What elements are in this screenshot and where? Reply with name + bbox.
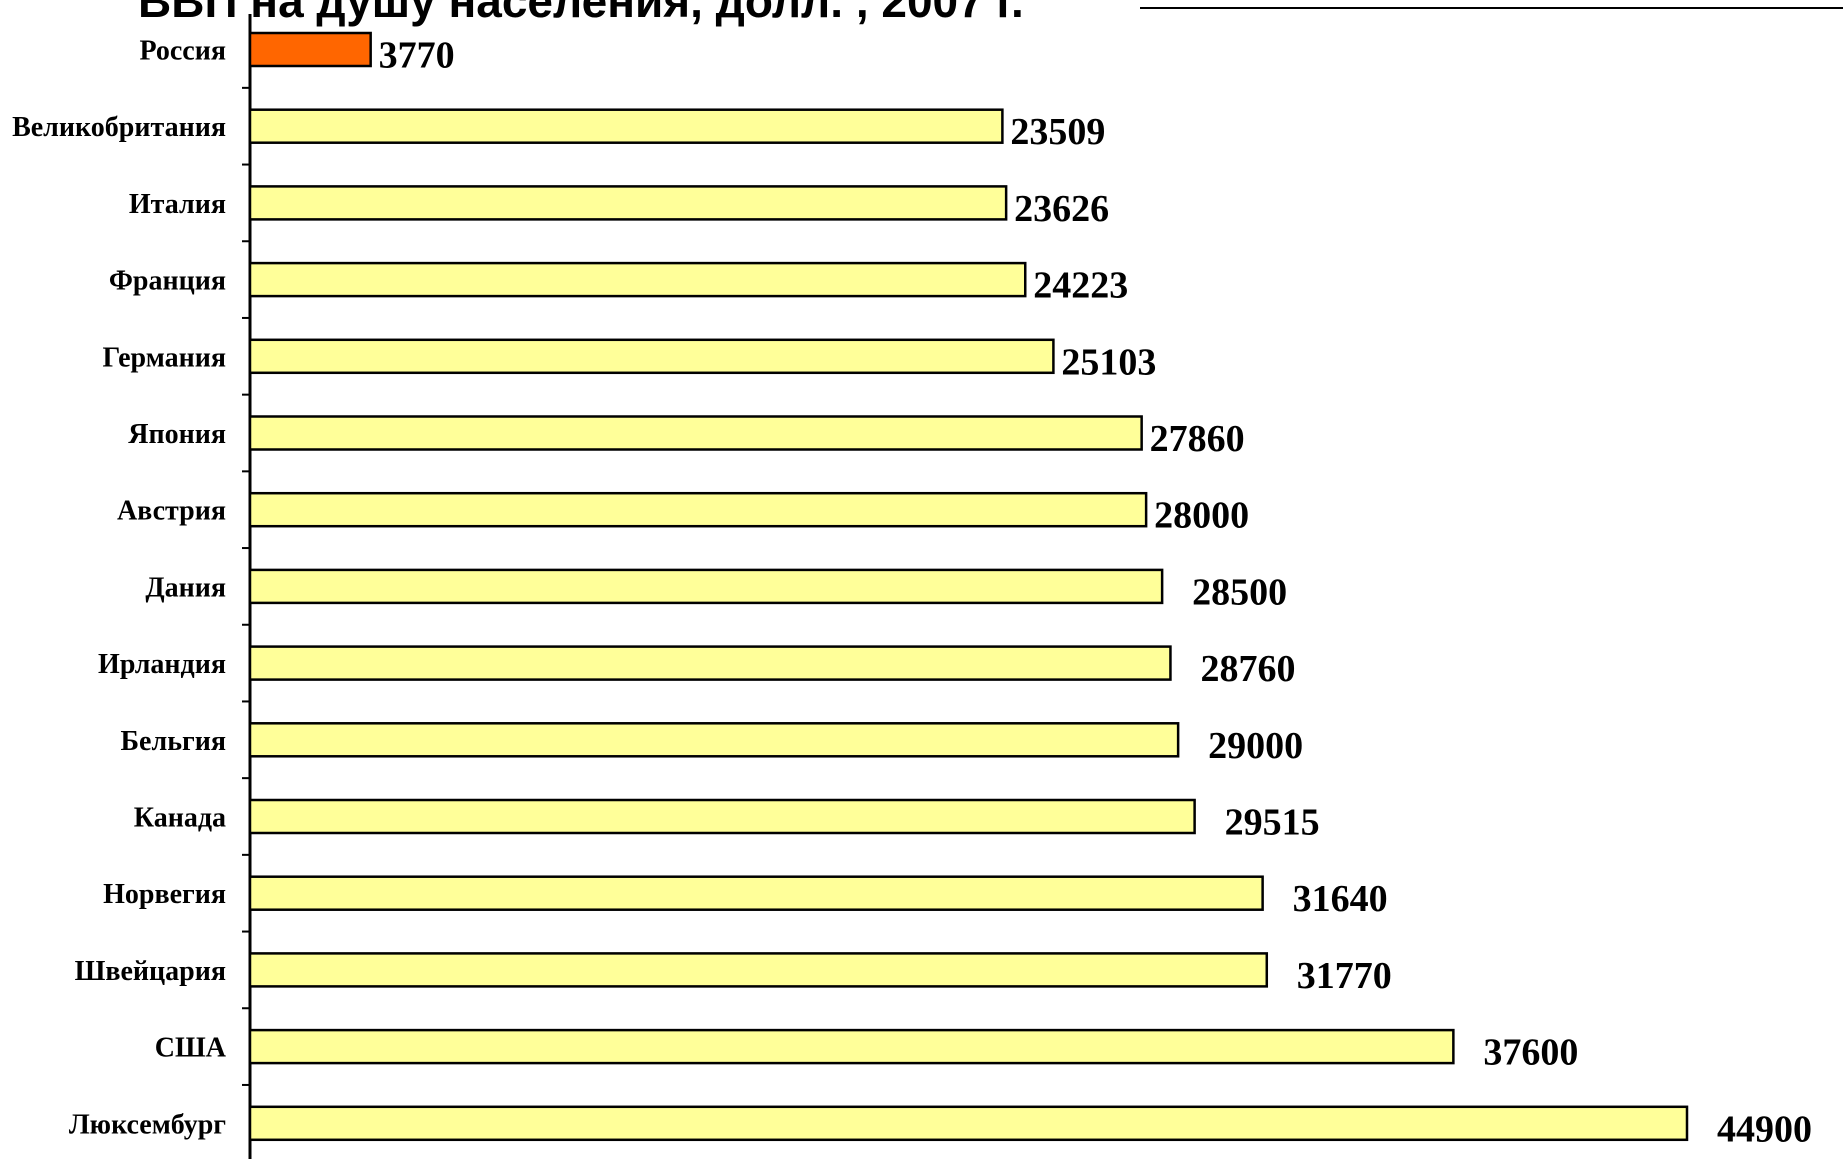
data-label: 25103 bbox=[1061, 341, 1156, 383]
title-underline-rule bbox=[1140, 7, 1843, 9]
bar bbox=[248, 798, 1196, 835]
data-label: 28760 bbox=[1200, 648, 1295, 690]
bar bbox=[248, 261, 1027, 298]
category-label: США bbox=[155, 1033, 227, 1064]
category-label: Швейцария bbox=[75, 956, 226, 987]
category-label: Люксембург bbox=[69, 1109, 226, 1140]
category-label: Ирландия bbox=[98, 649, 226, 680]
bar bbox=[248, 415, 1143, 451]
data-label: 44900 bbox=[1717, 1108, 1812, 1150]
bar bbox=[248, 568, 1164, 605]
data-label: 23509 bbox=[1010, 111, 1105, 153]
data-label: 37600 bbox=[1483, 1032, 1578, 1074]
category-label: Великобритания bbox=[12, 112, 226, 143]
data-label: 27860 bbox=[1150, 418, 1245, 460]
category-label: Италия bbox=[129, 189, 226, 220]
bar bbox=[248, 185, 1008, 221]
bar bbox=[248, 875, 1264, 911]
bar bbox=[248, 645, 1172, 681]
category-label: Россия bbox=[139, 36, 226, 67]
data-label: 28000 bbox=[1154, 495, 1249, 537]
bar bbox=[248, 491, 1148, 528]
bar bbox=[248, 952, 1269, 988]
bar bbox=[248, 108, 1004, 144]
bar bbox=[248, 338, 1055, 375]
bar bbox=[248, 722, 1180, 758]
data-label: 23626 bbox=[1014, 188, 1109, 230]
chart-title: ВВП на душу населения, долл. , 2007 г. bbox=[138, 0, 1024, 27]
bar bbox=[248, 31, 372, 68]
category-label: Австрия bbox=[117, 496, 226, 527]
data-label: 31640 bbox=[1293, 878, 1388, 920]
data-label: 29000 bbox=[1208, 725, 1303, 767]
category-label: Япония bbox=[128, 419, 226, 450]
category-label: Канада bbox=[134, 803, 226, 834]
bar bbox=[248, 1105, 1689, 1142]
data-label: 31770 bbox=[1297, 955, 1392, 997]
category-label: Норвегия bbox=[103, 879, 226, 910]
category-label: Дания bbox=[145, 572, 226, 603]
data-label: 24223 bbox=[1033, 265, 1128, 307]
data-label: 29515 bbox=[1225, 802, 1320, 844]
category-label: Германия bbox=[102, 342, 226, 373]
data-label: 28500 bbox=[1192, 571, 1287, 613]
bar bbox=[248, 1028, 1455, 1065]
category-label: Бельгия bbox=[121, 726, 226, 757]
data-label: 3770 bbox=[379, 35, 455, 77]
category-label: Франция bbox=[109, 266, 226, 297]
